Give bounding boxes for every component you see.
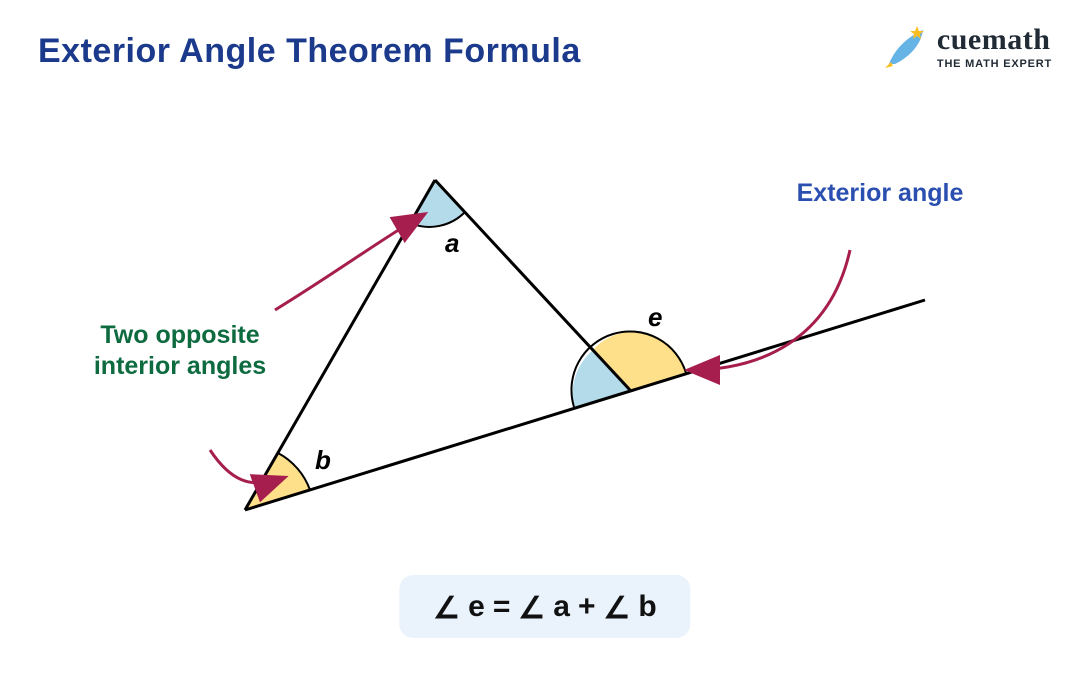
angle-symbol-icon: ∠ xyxy=(518,591,545,626)
label-interior-angles: Two opposite interior angles xyxy=(90,320,270,383)
angle-symbol-icon: ∠ xyxy=(604,591,631,626)
plus-sign: + xyxy=(578,590,596,624)
arrow-exterior-e xyxy=(690,250,850,370)
brand-logo: cuemath THE MATH EXPERT xyxy=(881,24,1052,70)
label-exterior-angle: Exterior angle xyxy=(790,178,970,209)
brand-tagline: THE MATH EXPERT xyxy=(937,59,1052,70)
formula: ∠e = ∠a + ∠b xyxy=(399,575,690,638)
diagram: Two opposite interior angles Exterior an… xyxy=(0,120,1090,550)
formula-var-e: e xyxy=(468,590,485,624)
angle-symbol-icon: ∠ xyxy=(433,591,460,626)
equals-sign: = xyxy=(493,590,511,624)
arrow-interior-a xyxy=(275,215,423,310)
formula-var-a: a xyxy=(553,590,570,624)
rocket-icon xyxy=(881,24,927,70)
page-title: Exterior Angle Theorem Formula xyxy=(38,32,581,71)
angle-label-a: a xyxy=(445,228,459,259)
angle-label-e: e xyxy=(648,302,662,333)
brand-text: cuemath THE MATH EXPERT xyxy=(937,25,1052,70)
side-ac xyxy=(435,180,630,390)
formula-var-b: b xyxy=(638,590,656,624)
brand-name: cuemath xyxy=(937,25,1052,55)
angle-label-b: b xyxy=(315,445,331,476)
